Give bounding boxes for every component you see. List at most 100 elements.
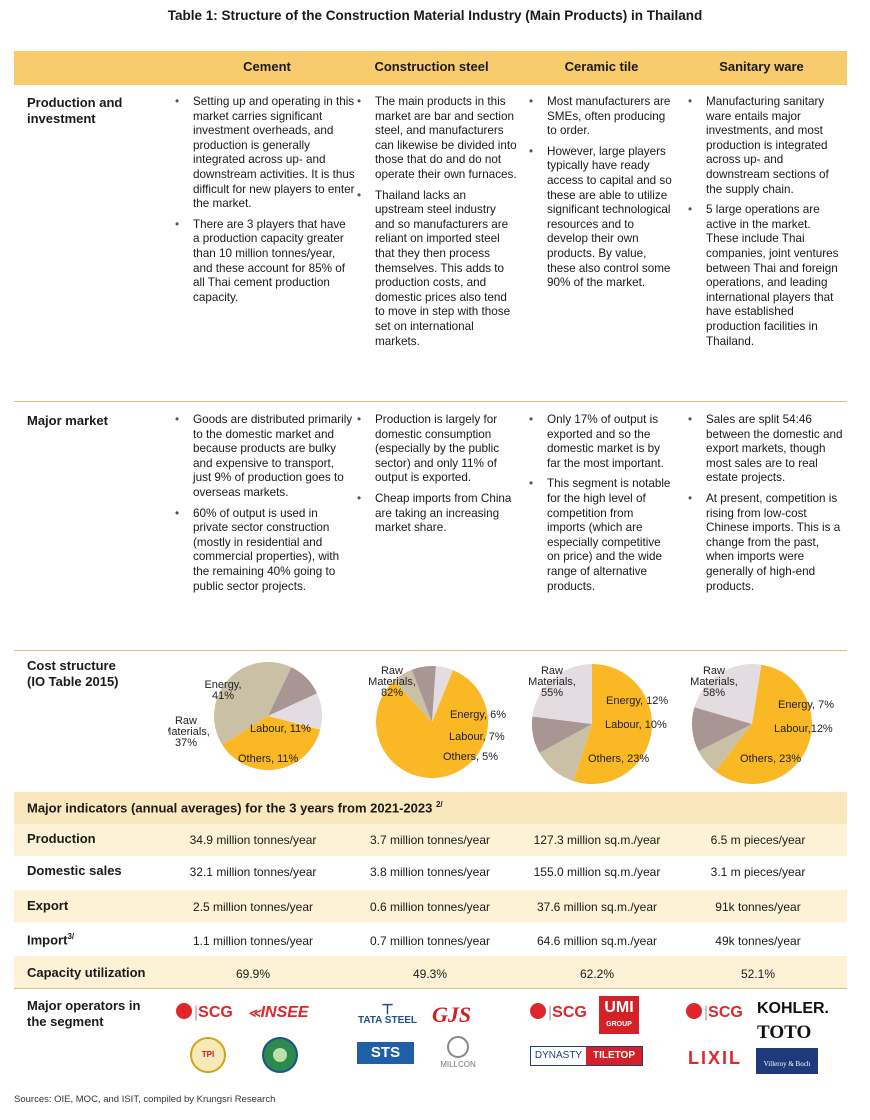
list-item: At present, competition is rising from l… <box>688 492 846 594</box>
indicator-value: 6.5 m pieces/year <box>710 833 806 847</box>
pie-slice-raw-materials <box>222 716 321 770</box>
indicator-value: 52.1% <box>740 967 776 981</box>
pie-label: Raw Materials, 55% <box>528 665 576 699</box>
market-sanitary: Sales are split 54:46 between the domest… <box>688 413 846 600</box>
millcon-logo: MILLCON <box>430 1036 486 1069</box>
list-item: Sales are split 54:46 between the domest… <box>688 413 846 486</box>
divider <box>14 988 847 989</box>
cost-label-line2: (IO Table 2015) <box>27 674 119 689</box>
pie-slice-raw-materials <box>715 664 812 784</box>
pie-label: Others, 23% <box>588 753 649 765</box>
sts-logo: STS <box>357 1042 414 1064</box>
pie-label: Labour,12% <box>774 723 833 735</box>
production-sanitary: Manufacturing sanitary ware entails majo… <box>688 95 846 355</box>
pie-slice-others <box>268 693 322 730</box>
indicator-band <box>14 956 847 988</box>
tata-steel-logo: ⊤ TATA STEEL <box>357 1001 418 1026</box>
seal-logo <box>262 1037 298 1073</box>
indicators-header: Major indicators (annual averages) for t… <box>14 792 847 824</box>
market-cement: Goods are distributed primarily to the d… <box>175 413 355 600</box>
pie-label: Labour, 7% <box>449 731 505 743</box>
list-item: Manufacturing sanitary ware entails majo… <box>688 95 846 197</box>
indicator-band <box>14 824 847 856</box>
pie-slice-labour <box>692 707 752 752</box>
scg-logo: |SCG <box>530 1003 587 1022</box>
indicator-value: 64.6 million sq.m./year <box>536 934 658 948</box>
pie-chart-sanitary: Raw Materials, 58% Energy, 7% Labour,12% Othe… <box>690 664 834 784</box>
list-item: 5 large operations are active in the mar… <box>688 203 846 349</box>
pie-slice-raw-materials <box>573 664 652 784</box>
pie-label: Others, 11% <box>238 753 299 765</box>
indicator-value: 91k tonnes/year <box>715 900 801 914</box>
indicator-value: 0.7 million tonnes/year <box>369 934 491 948</box>
pie-slice-others <box>694 664 762 724</box>
indicator-value: 32.1 million tonnes/year <box>189 865 317 879</box>
indicator-value: 155.0 million sq.m./year <box>533 865 661 879</box>
col-cement: Cement <box>243 59 291 74</box>
umi-group-logo: UMI GROUP <box>599 996 639 1034</box>
market-steel: Production is largely for domestic consu… <box>357 413 517 542</box>
cost-label-line1: Cost structure <box>27 658 116 673</box>
indicator-label: Export <box>27 898 69 913</box>
list-item: This segment is notable for the high lev… <box>529 477 674 594</box>
indicator-value: 127.3 million sq.m./year <box>533 833 661 847</box>
pie-label: Energy, 41% <box>204 679 241 702</box>
operators-label-line1: Major operators in <box>27 998 141 1013</box>
scg-logo: |SCG <box>176 1003 233 1022</box>
col-sanitary: Sanitary ware <box>719 59 804 74</box>
col-ceramic: Ceramic tile <box>564 59 639 74</box>
list-item: Most manufacturers are SMEs, often produ… <box>529 95 674 139</box>
indicators-title: Major indicators (annual averages) for t… <box>27 800 433 816</box>
production-ceramic: Most manufacturers are SMEs, often produ… <box>529 95 674 297</box>
indicator-value: 0.6 million tonnes/year <box>369 900 491 914</box>
pie-slice-energy <box>393 669 432 722</box>
list-item: Production is largely for domestic consu… <box>357 413 517 486</box>
indicator-label: Domestic sales <box>27 863 122 878</box>
source-note: Sources: OIE, MOC, and ISIT, compiled by… <box>14 1094 276 1105</box>
indicator-value: 69.9% <box>235 967 271 981</box>
pie-label: Labour, 10% <box>605 719 667 731</box>
list-item: However, large players typically have re… <box>529 145 674 291</box>
pie-slice-energy <box>539 724 592 782</box>
pie-chart-steel: Raw Materials, 82% Energy, 6% Labour, 7% Othe… <box>368 665 506 778</box>
list-item: Only 17% of output is exported and so th… <box>529 413 674 471</box>
pie-label: Energy, 6% <box>450 709 506 721</box>
indicator-value: 49.3% <box>412 967 448 981</box>
row-label-operators: Major operators in the segment <box>27 998 140 1030</box>
pie-chart-cement: Energy,41% Labour, 11% Others, 11% RawMater… <box>168 662 322 770</box>
pie-slice-labour <box>268 667 318 716</box>
indicator-value: 49k tonnes/year <box>715 934 801 948</box>
pie-label: Raw Materials, 82% <box>368 665 416 699</box>
toto-logo: TOTO <box>757 1022 812 1043</box>
pie-slice-labour <box>532 716 592 753</box>
lixil-logo: LIXIL <box>688 1048 742 1068</box>
list-item: The main products in this market are bar… <box>357 95 517 183</box>
indicator-value: 37.6 million sq.m./year <box>536 900 658 914</box>
market-ceramic: Only 17% of output is exported and so th… <box>529 413 674 600</box>
indicator-value: 3.1 m pieces/year <box>710 865 806 879</box>
indicator-value: 1.1 million tonnes/year <box>192 934 314 948</box>
pie-label: Others, 5% <box>443 751 498 763</box>
indicator-band <box>14 890 847 922</box>
pie-label: Raw Materials, 58% <box>690 665 738 699</box>
pie-chart-ceramic: Raw Materials, 55% Energy, 12% Labour, 10% Ot… <box>528 664 668 784</box>
list-item: Cheap imports from China are taking an i… <box>357 492 517 536</box>
pie-slice-raw-materials <box>376 670 488 778</box>
pie-slice-labour <box>411 666 436 722</box>
production-cement: Setting up and operating in this market … <box>175 95 355 311</box>
pie-label: Energy, 12% <box>606 695 668 707</box>
divider <box>14 401 847 402</box>
tpi-logo: TPI <box>190 1037 226 1073</box>
indicator-value: 3.7 million tonnes/year <box>369 833 491 847</box>
row-label-market: Major market <box>27 413 108 428</box>
list-item: Setting up and operating in this market … <box>175 95 355 212</box>
pie-slice-energy <box>698 724 752 772</box>
indicators-footnote: 2/ <box>435 800 443 809</box>
pie-label: Others, 23% <box>740 753 801 765</box>
indicator-label: Import3/ <box>27 932 75 948</box>
pie-slice-energy <box>214 662 292 745</box>
column-header-bar: Cement Construction steel Ceramic tile S… <box>14 51 847 85</box>
list-item: 60% of output is used in private sector … <box>175 507 355 595</box>
pie-label: Energy, 7% <box>778 699 834 711</box>
